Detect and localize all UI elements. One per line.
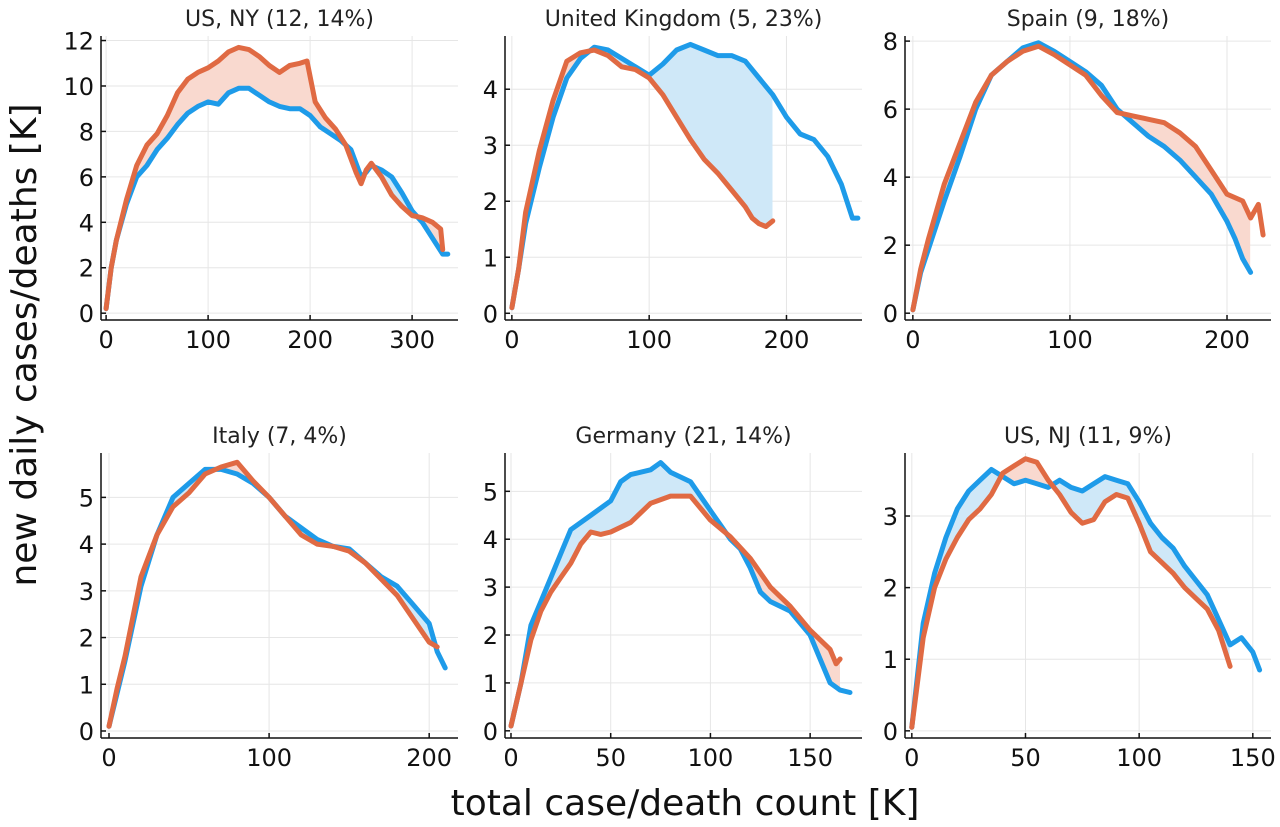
series-line-blue	[508, 460, 853, 729]
difference-fill	[106, 47, 346, 309]
y-tick-label: 1	[483, 670, 498, 698]
panel-title: US, NJ (11, 9%)	[1004, 424, 1172, 449]
y-tick-label: 0	[883, 718, 898, 746]
x-tick-label: 100	[1047, 326, 1093, 354]
y-tick-label: 8	[79, 118, 94, 146]
difference-fill	[1052, 476, 1230, 665]
series-line-blue	[103, 85, 451, 312]
panel-1: 0 100 200 300 0 2 4 6 8 10 12 US, NY (12, 14%)	[63, 7, 458, 354]
panel-4: 0 100 200 0 1 2 3 4 5 Italy (7, 4%)	[79, 424, 458, 772]
x-tick-label: 150	[787, 744, 833, 772]
y-tick-label: 2	[483, 622, 498, 650]
x-tick-label: 0	[98, 326, 113, 354]
difference-fill	[589, 44, 773, 227]
x-tick-label: 150	[1230, 744, 1276, 772]
y-tick-label: 2	[483, 188, 498, 216]
series-line-blue	[909, 467, 1263, 730]
x-tick-label: 0	[904, 744, 919, 772]
y-tick-label: 4	[483, 76, 498, 104]
y-tick-label: 0	[883, 300, 898, 328]
y-tick-label: 4	[483, 526, 498, 554]
y-tick-label: 12	[63, 28, 94, 56]
y-tick-label: 5	[79, 484, 94, 512]
x-tick-label: 100	[626, 326, 672, 354]
y-tick-label: 5	[483, 478, 498, 506]
x-tick-label: 200	[287, 326, 333, 354]
y-tick-label: 8	[883, 28, 898, 56]
y-tick-label: 0	[79, 300, 94, 328]
panel-title: Spain (9, 18%)	[1007, 7, 1170, 32]
y-tick-label: 1	[79, 671, 94, 699]
panel-6: 0 50 100 150 0 1 2 3 US, NJ (11, 9%)	[883, 424, 1276, 772]
x-tick-label: 100	[185, 326, 231, 354]
x-tick-label: 200	[1204, 326, 1250, 354]
y-tick-label: 1	[483, 244, 498, 272]
difference-fill	[1007, 42, 1123, 114]
x-tick-label: 0	[504, 326, 519, 354]
series-line-blue	[910, 40, 1254, 313]
y-tick-label: 10	[63, 73, 94, 101]
x-tick-label: 100	[688, 744, 734, 772]
difference-fill	[912, 61, 1007, 310]
panel-3: 0 100 200 0 2 4 6 8 Spain (9, 18%)	[883, 7, 1271, 354]
y-tick-label: 1	[883, 646, 898, 674]
series-line-red	[509, 47, 776, 311]
y-tick-label: 0	[483, 300, 498, 328]
y-tick-label: 2	[79, 625, 94, 653]
y-tick-label: 2	[883, 575, 898, 603]
y-tick-label: 4	[79, 209, 94, 237]
y-tick-label: 3	[483, 132, 498, 160]
y-tick-label: 3	[483, 574, 498, 602]
panel-5: 0 50 100 150 0 1 2 3 4 5 Germany (21, 14%)	[483, 424, 862, 772]
y-tick-label: 3	[79, 578, 94, 606]
x-tick-label: 0	[503, 744, 518, 772]
y-tick-label: 0	[483, 718, 498, 746]
difference-fill	[727, 534, 840, 691]
x-tick-label: 50	[1010, 744, 1041, 772]
panel-title: Germany (21, 14%)	[575, 424, 791, 449]
series-line-red	[106, 459, 440, 729]
series-line-red	[910, 43, 1266, 313]
y-tick-label: 6	[883, 96, 898, 124]
y-axis-label: new daily cases/deaths [K]	[4, 103, 45, 586]
x-tick-label: 100	[246, 744, 292, 772]
y-tick-label: 3	[883, 503, 898, 531]
panel-title: United Kingdom (5, 23%)	[545, 7, 823, 32]
series-line-red	[909, 456, 1233, 730]
x-tick-label: 0	[905, 326, 920, 354]
series-line-blue	[509, 41, 861, 311]
x-axis-label: total case/death count [K]	[451, 783, 920, 824]
y-tick-label: 2	[883, 232, 898, 260]
series-line-red	[508, 493, 843, 729]
x-tick-label: 300	[389, 326, 435, 354]
panel-2: 0 100 200 0 1 2 3 4 United Kingdom (5, 23%)	[483, 7, 862, 354]
y-tick-label: 6	[79, 164, 94, 192]
panel-title: Italy (7, 4%)	[212, 424, 347, 449]
difference-fill	[157, 469, 216, 535]
x-tick-label: 0	[101, 744, 116, 772]
x-tick-label: 200	[406, 744, 452, 772]
y-tick-label: 4	[883, 164, 898, 192]
panel-title: US, NY (12, 14%)	[185, 7, 374, 32]
y-tick-label: 0	[79, 718, 94, 746]
y-tick-label: 2	[79, 255, 94, 283]
series-line-red	[103, 44, 446, 312]
x-tick-label: 50	[595, 744, 626, 772]
x-tick-label: 100	[1116, 744, 1162, 772]
x-tick-label: 200	[764, 326, 810, 354]
y-tick-label: 4	[79, 531, 94, 559]
